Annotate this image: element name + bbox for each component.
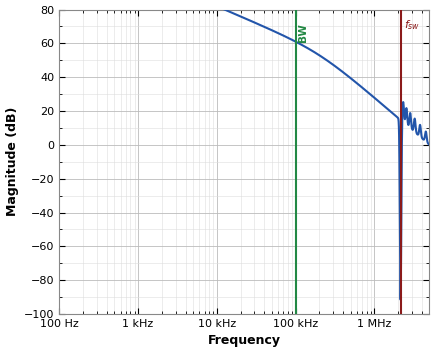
Y-axis label: Magnitude (dB): Magnitude (dB) (6, 107, 19, 216)
Text: BW: BW (298, 23, 308, 42)
Text: $f_{sw}$: $f_{sw}$ (403, 18, 419, 32)
X-axis label: Frequency: Frequency (207, 334, 280, 347)
